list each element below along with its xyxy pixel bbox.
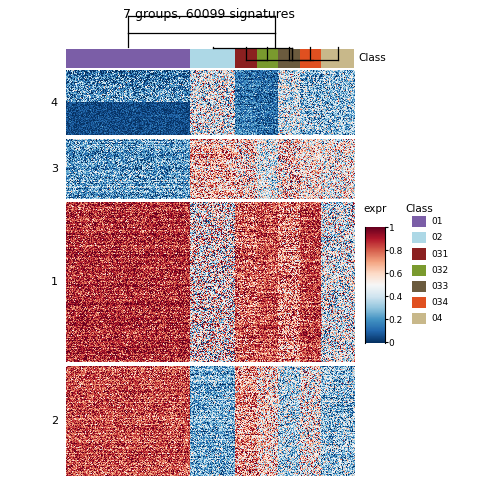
Text: 033: 033 [431,282,449,291]
Bar [300,49,321,68]
Text: 7 groups, 60099 signatures: 7 groups, 60099 signatures [123,8,295,21]
Text: 034: 034 [431,298,449,307]
Text: 04: 04 [431,314,443,323]
Text: Class: Class [359,53,387,64]
Text: 3: 3 [51,164,58,174]
Bar [191,49,235,68]
Text: 1: 1 [51,277,58,287]
Bar [66,49,191,68]
Text: 02: 02 [431,233,443,242]
Text: 4: 4 [51,98,58,108]
Text: 01: 01 [431,217,443,226]
Text: expr: expr [363,204,387,214]
Text: 2: 2 [51,416,58,426]
Bar [257,49,278,68]
Bar [235,49,257,68]
Text: 031: 031 [431,249,449,259]
Text: 032: 032 [431,266,449,275]
Bar [278,49,300,68]
Bar [321,49,354,68]
Text: Class: Class [405,204,433,214]
